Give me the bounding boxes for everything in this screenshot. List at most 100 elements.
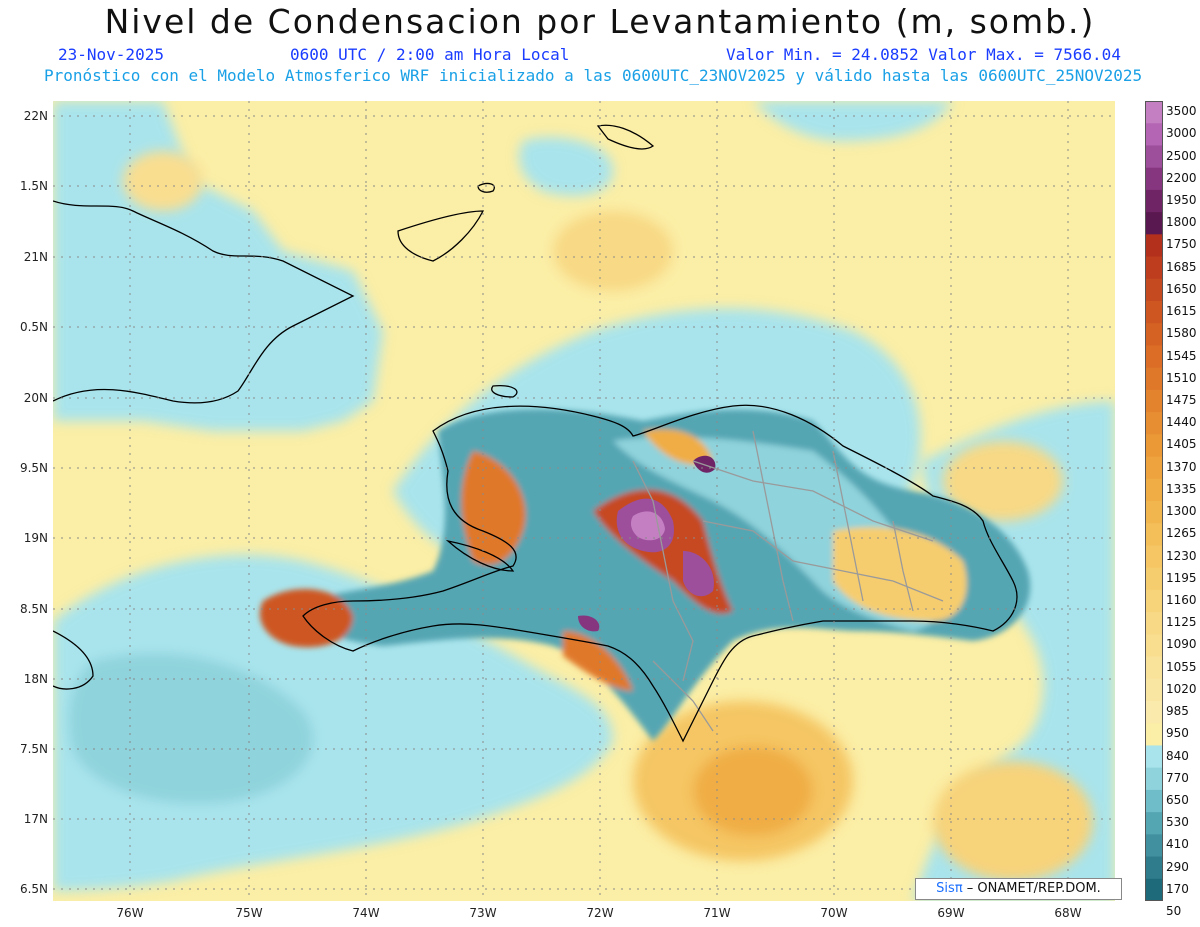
colorbar-swatch [1145,456,1163,480]
colorbar-swatch [1145,523,1163,546]
colorbar-label: 3000 [1166,126,1197,141]
lon-label: 74W [352,906,380,920]
colorbar-swatch [1145,545,1163,569]
lon-label: 75W [235,906,263,920]
lon-label: 76W [116,906,144,920]
colorbar-label: 2200 [1166,170,1197,185]
colorbar-swatch [1145,812,1163,835]
colorbar-swatch [1145,745,1163,769]
colorbar-swatch [1145,634,1163,658]
map-canvas [53,101,1115,901]
map-title: Nivel de Condensacion por Levantamiento … [104,2,1096,41]
lat-label: 9.5N [19,461,48,475]
colorbar-label: 1230 [1166,548,1197,563]
colorbar-label: 290 [1166,859,1189,874]
colorbar-swatch [1145,701,1163,724]
colorbar-label: 1510 [1166,370,1197,385]
colorbar-label: 1055 [1166,659,1197,674]
colorbar-swatch [1145,389,1163,413]
colorbar-label: 1090 [1166,637,1197,652]
colorbar-label: 1685 [1166,259,1197,274]
colorbar-label: 50 [1166,904,1182,919]
colorbar-swatch [1145,501,1163,524]
lon-label: 73W [469,906,497,920]
coastlines [53,124,1018,743]
forecast-time: 0600 UTC / 2:00 am Hora Local [290,45,570,64]
colorbar-label: 1950 [1166,193,1197,207]
colorbar-label: 1615 [1166,304,1197,319]
lat-label: 7.5N [19,742,48,756]
lon-label: 70W [820,906,848,920]
min-max-values: Valor Min. = 24.0852 Valor Max. = 7566.0… [726,45,1121,64]
colorbar-swatch [1145,145,1163,169]
colorbar-swatch [1145,478,1163,502]
colorbar-swatch [1145,167,1163,191]
colorbar-label: 410 [1166,837,1189,852]
colorbar-swatch [1145,567,1163,591]
colorbar-label: 2500 [1166,148,1197,163]
colorbar-swatch [1145,856,1163,880]
forecast-map [53,101,1115,901]
credit-box: Sisπ – ONAMET/REP.DOM. [915,878,1122,900]
colorbar-swatch [1145,367,1163,391]
colorbar-label: 1370 [1166,459,1197,474]
lon-label: 69W [937,906,965,920]
colorbar-label: 770 [1166,770,1189,785]
colorbar-swatch [1145,234,1163,258]
colorbar-frame [1145,101,1163,901]
lat-label: 1.5N [19,179,48,193]
colorbar-swatch [1145,212,1163,235]
colorbar-label: 1580 [1166,326,1197,341]
lat-label: 18N [23,672,48,686]
colorbar-swatch [1145,434,1163,458]
colorbar-label: 170 [1166,881,1189,896]
colorbar-label: 985 [1166,704,1189,719]
colorbar-swatch [1145,412,1163,435]
colorbar-swatch [1145,278,1163,302]
lat-label: 19N [23,531,48,545]
lat-label: 0.5N [19,320,48,334]
colorbar-label: 1300 [1166,504,1197,519]
colorbar-label: 1335 [1166,481,1197,496]
colorbar-swatch [1145,612,1163,635]
colorbar-label: 840 [1166,748,1189,763]
lat-label: 20N [23,391,48,405]
credit-brand: Sis [936,881,955,896]
colorbar-label: 650 [1166,793,1189,807]
colorbar-label: 950 [1166,726,1189,741]
colorbar-swatch [1145,834,1163,858]
lon-label: 72W [586,906,614,920]
hispaniola-field [259,409,1031,741]
colorbar-swatch [1145,301,1163,324]
colorbar-label: 1650 [1166,281,1197,296]
colorbar-label: 1265 [1166,526,1197,541]
colorbar-swatch [1145,345,1163,369]
colorbar-swatch [1145,789,1163,813]
colorbar-swatch [1145,678,1163,702]
lat-label: 21N [23,250,48,264]
colorbar-swatch [1145,767,1163,791]
model-run-info: Pronóstico con el Modelo Atmosferico WRF… [44,66,1143,85]
colorbar-label: 1475 [1166,393,1197,407]
lon-label: 68W [1054,906,1082,920]
colorbar-swatch [1145,878,1163,901]
colorbar [1145,101,1163,901]
colorbar-label: 1750 [1166,237,1197,252]
lat-label: 22N [23,109,48,123]
forecast-date: 23-Nov-2025 [58,45,164,64]
lat-label: 6.5N [19,882,48,896]
colorbar-swatch [1145,101,1163,124]
colorbar-label: 1440 [1166,415,1197,430]
lon-label: 71W [703,906,731,920]
colorbar-label: 1195 [1166,570,1197,585]
colorbar-label: 530 [1166,815,1189,830]
colorbar-label: 1800 [1166,215,1197,230]
credit-text: – ONAMET/REP.DOM. [966,881,1101,896]
colorbar-label: 3500 [1166,104,1197,119]
warm-orange-field [123,151,1093,881]
colorbar-swatch [1145,656,1163,680]
lat-label: 17N [23,812,48,826]
colorbar-swatch [1145,189,1163,213]
pi-symbol: π [954,881,963,896]
colorbar-swatch [1145,323,1163,346]
